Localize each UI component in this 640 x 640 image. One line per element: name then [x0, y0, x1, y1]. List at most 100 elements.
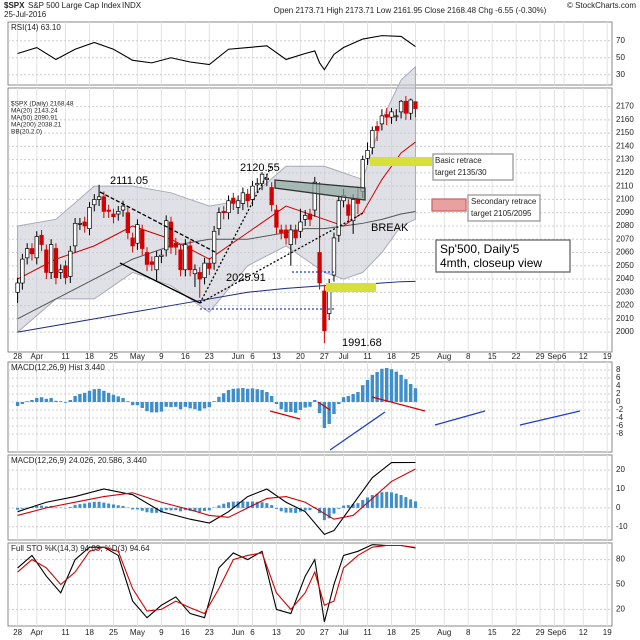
- candle-body: [173, 242, 178, 248]
- y-tick-label: 2110: [616, 181, 634, 190]
- y-tick-label: 2060: [616, 248, 634, 257]
- x-tick-label: Sep: [547, 628, 562, 637]
- candle-body: [408, 99, 413, 114]
- histogram-bar: [106, 392, 111, 402]
- histogram-bar: [241, 388, 245, 402]
- y-tick-label: 2090: [616, 208, 634, 217]
- x-tick-label: Jul: [338, 352, 348, 361]
- histogram-bar: [389, 492, 393, 508]
- candle-body: [312, 181, 317, 211]
- panel-frame: [7, 21, 613, 86]
- histogram-bar: [294, 507, 298, 513]
- histogram-bar: [207, 402, 212, 408]
- histogram-bar: [49, 398, 53, 402]
- histogram-bar: [370, 374, 375, 402]
- candle-body: [307, 213, 313, 220]
- y-tick-label: 0: [616, 397, 621, 406]
- histogram-bar: [409, 499, 413, 508]
- candle-body: [77, 222, 83, 225]
- annotation: 1991.68: [342, 337, 382, 349]
- y-tick-label: -8: [616, 429, 624, 438]
- histogram-bar: [15, 402, 20, 406]
- candle-body: [72, 222, 78, 247]
- histogram-bar: [274, 507, 278, 509]
- histogram-bar: [332, 507, 336, 514]
- annotation: 2120.55: [240, 162, 280, 174]
- histogram-bar: [121, 506, 125, 508]
- histogram-bar: [54, 400, 58, 402]
- x-tick-label: 6: [250, 352, 255, 361]
- histogram-bar: [413, 388, 418, 402]
- note-box: [435, 239, 571, 273]
- candle-body: [68, 250, 73, 277]
- histogram-bar: [231, 388, 236, 402]
- projection-line: [434, 410, 486, 426]
- x-tick-label: 25: [109, 628, 118, 637]
- histogram-bar: [337, 402, 341, 404]
- candle-body: [346, 204, 351, 216]
- histogram-bar: [231, 501, 235, 508]
- histogram-bar: [174, 402, 178, 407]
- candle-body: [149, 261, 154, 265]
- histogram-bar: [102, 390, 106, 402]
- histogram-bar: [87, 390, 92, 402]
- histogram-bar: [155, 507, 159, 513]
- histogram-bar: [30, 400, 34, 402]
- candle-body: [96, 196, 102, 200]
- histogram-bar: [193, 507, 197, 512]
- x-tick-label: Apr: [31, 628, 44, 637]
- candle-body: [207, 262, 212, 269]
- histogram-bar: [222, 393, 226, 402]
- candle-body: [360, 159, 365, 192]
- x-tick-label: 19: [603, 628, 612, 637]
- histogram-bar: [68, 400, 73, 402]
- histogram-bar: [413, 501, 417, 508]
- histogram-bar: [384, 368, 389, 402]
- candle-body: [245, 193, 250, 202]
- histogram-bar: [145, 507, 149, 513]
- line-series: [17, 468, 416, 520]
- histogram-bar: [20, 507, 24, 509]
- candle-body: [192, 269, 198, 275]
- histogram-bar: [164, 507, 168, 511]
- x-tick-label: 12: [579, 352, 588, 361]
- histogram-bar: [346, 505, 350, 508]
- histogram-bar: [236, 388, 240, 402]
- histogram-bar: [255, 389, 259, 402]
- candle-body: [226, 200, 231, 214]
- candle-body: [379, 115, 385, 125]
- x-tick-label: 13: [272, 352, 281, 361]
- histogram-bar: [313, 400, 317, 402]
- histogram-bar: [121, 398, 125, 402]
- histogram-bar: [389, 369, 394, 402]
- histogram-bar: [404, 379, 408, 402]
- x-tick-label: 19: [603, 352, 612, 361]
- histogram-bar: [289, 507, 293, 513]
- candle-body: [82, 221, 87, 227]
- histogram-bar: [135, 402, 140, 406]
- histogram-bar: [92, 389, 96, 402]
- candle-body: [403, 100, 409, 114]
- histogram-bar: [342, 505, 346, 508]
- panel-title: Full STO %K(14,3) 94.03, %D(3) 94.64: [11, 544, 150, 553]
- histogram-bar: [279, 507, 283, 512]
- divergence-line: [269, 410, 301, 420]
- candle-body: [106, 209, 111, 212]
- histogram-bar: [97, 501, 101, 508]
- annotation: 2025.91: [226, 272, 266, 284]
- index-name: S&P 500 Large Cap Index: [28, 1, 121, 10]
- histogram-bar: [203, 507, 207, 511]
- histogram-bar: [68, 506, 72, 508]
- candle-body: [144, 252, 150, 265]
- histogram-bar: [116, 505, 120, 508]
- candle-body: [20, 258, 25, 284]
- x-tick-label: 18: [85, 628, 94, 637]
- x-tick-label: 11: [363, 352, 372, 361]
- histogram-bar: [202, 402, 207, 409]
- annotation: Sp'500, Daily'5: [440, 242, 520, 256]
- annotation: Secondary retrace: [471, 197, 537, 206]
- candle-body: [29, 248, 35, 255]
- candle-body: [178, 249, 183, 271]
